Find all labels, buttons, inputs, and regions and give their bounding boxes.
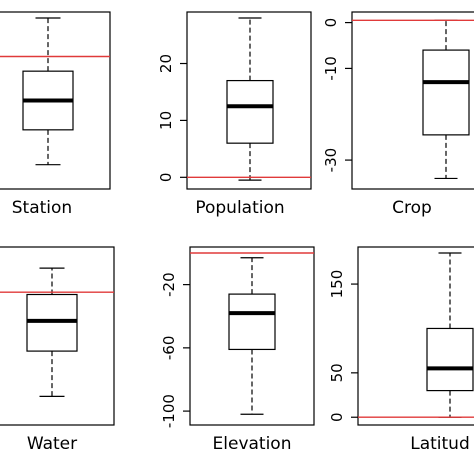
crop-axis-label: Crop	[392, 198, 432, 218]
population-box	[226, 79, 274, 144]
latitud-ytick-label-0: 0	[328, 412, 346, 422]
elevation-box	[228, 293, 276, 351]
elevation-axis-label: Elevation	[213, 434, 292, 454]
elevation-ytick-label-0: -20	[160, 272, 178, 297]
boxplot-panel-population: 0 10 20 Population	[157, 11, 312, 218]
elevation-plot-frame	[189, 246, 315, 426]
station-plot-frame	[0, 11, 111, 190]
population-plot-frame	[186, 11, 312, 190]
crop-ytick-label-2: -30	[322, 148, 340, 173]
population-axis-label: Population	[195, 198, 284, 218]
boxplot-panel-water: Water	[0, 246, 115, 454]
latitud-ytick-label-2: 150	[328, 270, 346, 299]
water-plot-frame	[0, 246, 115, 426]
crop-plot-frame	[351, 11, 474, 190]
latitud-ytick-label-1: 50	[328, 363, 346, 382]
crop-ytick-label-1: -10	[322, 56, 340, 81]
latitud-plot-frame	[357, 246, 474, 426]
crop-box	[422, 49, 470, 136]
latitud-box	[426, 327, 474, 392]
population-ytick-label-0: 0	[157, 173, 175, 183]
station-axis-label: Station	[12, 198, 72, 218]
boxplot-panel-crop: 0 -10 -30 Crop	[322, 11, 474, 218]
elevation-ytick-label-2: -100	[160, 394, 178, 428]
population-ytick-label-1: 10	[157, 111, 175, 130]
population-ytick-label-2: 20	[157, 54, 175, 73]
boxplot-panel-station: Station	[0, 11, 111, 218]
elevation-ytick-label-1: -60	[160, 336, 178, 361]
boxplot-panel-elevation: -20 -60 -100 Elevation	[160, 246, 315, 454]
boxplot-panel-latitud: 0 50 150 Latitud	[328, 246, 474, 454]
crop-ytick-label-0: 0	[322, 18, 340, 28]
latitud-axis-label: Latitud	[410, 434, 470, 454]
water-axis-label: Water	[27, 434, 77, 454]
